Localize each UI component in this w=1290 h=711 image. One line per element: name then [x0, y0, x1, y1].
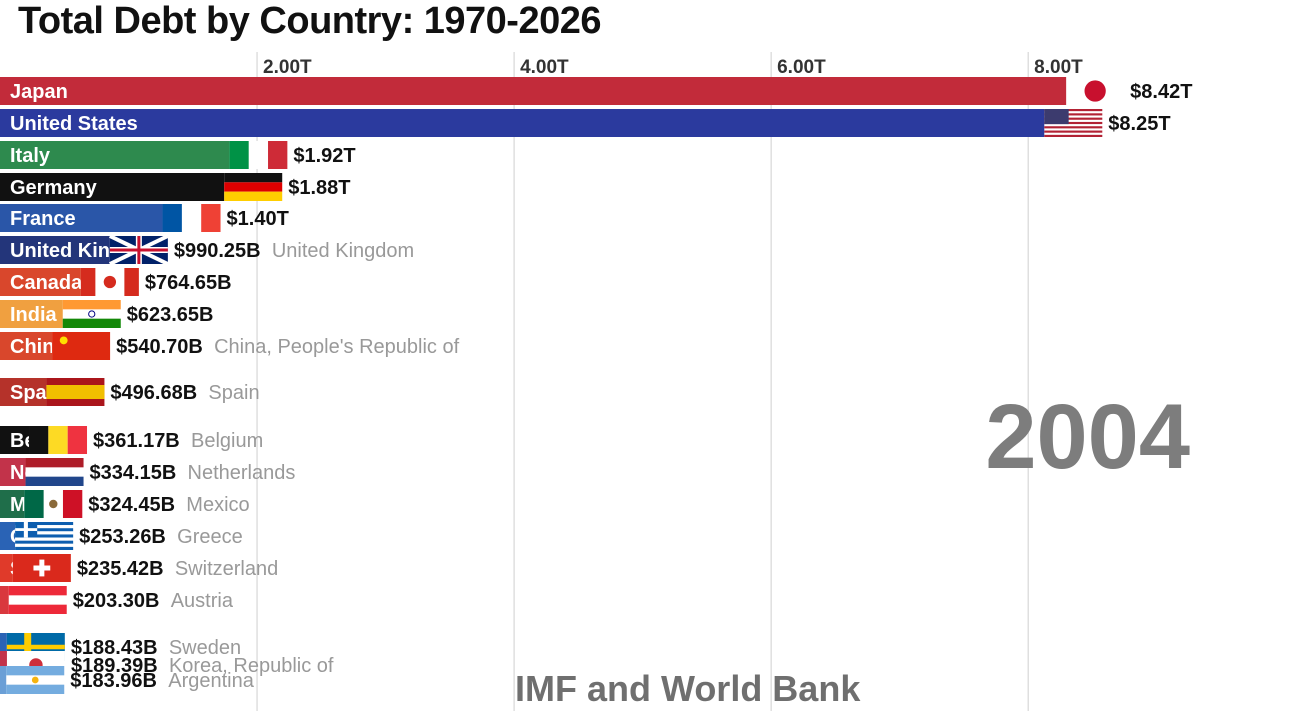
bar-label: Canada	[10, 272, 83, 294]
bar-group: Germany $1.88T	[0, 173, 350, 201]
japan-flag	[1066, 77, 1125, 105]
country-name-label: China, People's Republic of	[214, 336, 460, 358]
bar-label: United Kingdom	[10, 240, 164, 262]
country-name-label: Belgium	[191, 430, 263, 452]
bar-label: United States	[10, 113, 138, 135]
spain-flag	[46, 378, 105, 406]
united-states-flag	[1044, 109, 1103, 137]
value-label: $8.42T	[1130, 81, 1192, 103]
bar	[0, 173, 242, 201]
value-label: $1.40T	[227, 208, 289, 230]
value-label: $1.88T	[288, 177, 350, 199]
india-flag	[62, 300, 121, 328]
france-flag	[162, 204, 221, 232]
value-label: $623.65B	[127, 304, 214, 326]
country-name-label: Netherlands	[188, 462, 296, 484]
country-name-label: United Kingdom	[272, 240, 414, 262]
bar-group: Italy $1.92T	[0, 141, 356, 169]
country-name-label: Austria	[171, 590, 234, 612]
switzerland-flag	[12, 554, 71, 582]
x-tick-label: 4.00T	[520, 57, 569, 78]
bar	[0, 236, 128, 264]
mexico-flag	[24, 490, 83, 518]
x-tick-label: 6.00T	[777, 57, 826, 78]
country-name-label: Argentina	[168, 670, 254, 692]
country-name-label: Sweden	[169, 637, 241, 659]
value-label: $496.68B	[110, 382, 197, 404]
value-label: $188.43B	[71, 637, 158, 659]
country-name-label: Korea, Republic of	[169, 655, 334, 677]
value-label: $764.65B	[145, 272, 232, 294]
x-axis-ticks: 2.00T 4.00T 6.00T 8.00T	[263, 57, 1083, 78]
bar-label: Italy	[10, 145, 51, 167]
value-label: $1.92T	[293, 145, 355, 167]
country-name-label: Greece	[177, 526, 243, 548]
bar-group: Japan $8.42T	[0, 77, 1192, 105]
x-tick-label: 8.00T	[1034, 57, 1083, 78]
value-label: $203.30B	[73, 590, 160, 612]
value-label: $253.26B	[79, 526, 166, 548]
source-label: IMF and World Bank	[515, 668, 861, 709]
belgium-flag	[29, 426, 88, 454]
bar-group: Spain $496.68B Spain	[0, 378, 260, 406]
bar	[0, 204, 180, 232]
argentina-flag	[6, 666, 65, 694]
bar-group: China $540.70B China, People's Republic of	[0, 332, 460, 360]
country-name-label: Spain	[208, 382, 259, 404]
chart-title: Total Debt by Country: 1970-2026	[18, 0, 602, 42]
value-label: $8.25T	[1108, 113, 1170, 135]
bar	[0, 141, 247, 169]
bar-group: United States $8.25T	[0, 109, 1171, 137]
china-flag	[52, 332, 111, 360]
value-label: $990.25B	[174, 240, 261, 262]
italy-flag	[229, 141, 288, 169]
germany-flag	[224, 173, 283, 201]
bar-group: Canada $764.65B	[0, 268, 232, 296]
bar-label: France	[10, 208, 76, 230]
bar-group: France $1.40T	[0, 204, 289, 232]
greece-flag	[15, 522, 74, 550]
bar-label: Germany	[10, 177, 98, 199]
value-label: $334.15B	[90, 462, 177, 484]
value-label: $324.45B	[88, 494, 175, 516]
netherlands-flag	[25, 458, 84, 486]
bar-group: United Kingdom $990.25B United Kingdom	[0, 234, 414, 266]
value-label: $183.96B	[70, 670, 157, 692]
bar	[0, 109, 1061, 137]
value-label: $540.70B	[116, 336, 203, 358]
austria-flag	[8, 586, 67, 614]
x-tick-label: 2.00T	[263, 57, 312, 78]
value-label: $189.39B	[71, 655, 158, 677]
bar	[0, 77, 1083, 105]
canada-flag	[80, 268, 139, 296]
united-kingdom-flag	[108, 234, 169, 266]
value-label: $235.42B	[77, 558, 164, 580]
country-name-label: Switzerland	[175, 558, 278, 580]
value-label: $361.17B	[93, 430, 180, 452]
country-name-label: Mexico	[186, 494, 249, 516]
gridlines	[256, 52, 1029, 711]
bar-label: India	[10, 304, 58, 326]
year-label: 2004	[985, 386, 1190, 488]
bar-label: Japan	[10, 81, 68, 103]
bar-group: India $623.65B	[0, 300, 214, 328]
bars: Japan $8.42T United States $8.25T Italy $1.92…	[0, 77, 1192, 694]
